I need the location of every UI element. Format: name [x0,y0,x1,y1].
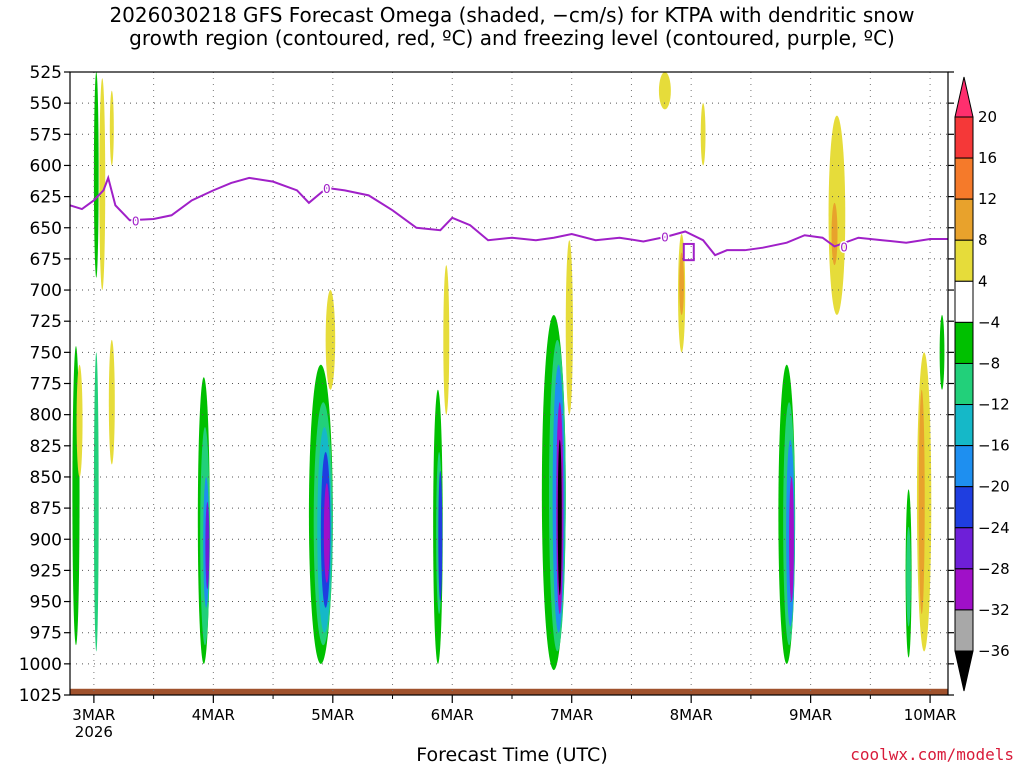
omega-shaded-region [76,364,83,477]
freezing-level-line [70,174,948,257]
y-axis-tick-label: 925 [30,561,62,581]
omega-shaded-region [108,339,115,465]
freezing-level-label: 0 [323,182,331,196]
x-axis-title: Forecast Time (UTC) [416,744,608,766]
colorbar-segment [954,568,974,611]
colorbar-label: 16 [978,149,997,167]
colorbar-label: −16 [978,437,1010,455]
omega-shaded-region [93,352,99,652]
chart-title-line-1: 2026030218 GFS Forecast Omega (shaded, −… [109,3,915,27]
colorbar-label: −8 [978,354,1000,372]
x-axis-tick-label: 8MAR [670,706,713,724]
y-axis-tick-label: 1025 [19,686,62,706]
omega-shaded-region [658,72,671,110]
y-axis-tick-label: 725 [30,312,62,332]
colorbar-label: −20 [978,478,1010,496]
omega-shaded-region [93,72,99,278]
colorbar-segment [954,486,974,529]
x-axis-tick-label: 10MAR [904,706,957,724]
colorbar-segment [954,445,974,488]
omega-shaded-region [939,314,945,390]
omega-shaded-region [565,240,573,415]
y-axis-tick-label: 550 [30,94,62,114]
omega-shaded-region [205,501,210,590]
x-axis-tick-label: 3MAR [72,706,115,724]
omega-shaded-region [325,290,336,390]
site-credit: coolwx.com/models [850,745,1014,764]
x-axis-tick-label: 6MAR [431,706,474,724]
ground-strip [70,688,948,695]
omega-shaded-region [557,439,562,596]
omega-shaded-region [700,103,706,166]
y-axis-tick-label: 600 [30,156,62,176]
y-axis-tick-label: 700 [30,281,62,301]
y-axis-tick-label: 900 [30,530,62,550]
colorbar-segment [954,280,974,323]
colorbar-segment [954,157,974,200]
omega-shaded-region [323,483,330,583]
y-axis-tick-label: 525 [30,63,62,83]
x-axis-tick-label: 4MAR [192,706,235,724]
freezing-level-label: 0 [840,240,848,254]
y-axis-tick-label: 875 [30,499,62,519]
y-axis-tick-label: 850 [30,468,62,488]
x-axis-tick-label: 7MAR [550,706,593,724]
x-axis-tick-label: 9MAR [789,706,832,724]
colorbar-label: −36 [978,642,1010,660]
freezing-level-label: 0 [661,230,669,244]
y-axis-tick-label: 825 [30,437,62,457]
y-axis-tick-label: 775 [30,375,62,395]
chart-title-line-2: growth region (contoured, red, ºC) and f… [129,26,895,50]
colorbar-segment [954,404,974,447]
colorbar-bottom-arrow [954,650,974,692]
colorbar-top-arrow [954,76,974,118]
omega-shaded-region [443,265,450,415]
colorbar-segment [954,321,974,364]
y-axis-tick-label: 650 [30,219,62,239]
y-axis-tick-label: 675 [30,250,62,270]
plot-area: 0 0 0 0 [70,72,948,695]
omega-shaded-region [906,526,911,627]
freezing-level-label: 0 [132,214,140,228]
y-axis-tick-label: 950 [30,593,62,613]
colorbar-segment [954,239,974,282]
colorbar-label: −4 [978,313,1000,331]
colorbar-label: 20 [978,108,997,126]
dendritic-growth-contour [682,242,695,262]
omega-shaded-region [918,389,925,615]
y-axis-tick-label: 800 [30,406,62,426]
omega-shaded-region [438,470,443,602]
omega-shaded-region [679,252,685,315]
colorbar-segment [954,527,974,570]
omega-shaded-region [109,90,114,166]
chart-title: 2026030218 GFS Forecast Omega (shaded, −… [0,4,1024,50]
colorbar-label: 12 [978,190,997,208]
omega-shaded-region [831,202,838,266]
colorbar-segment [954,198,974,241]
colorbar-label: −32 [978,601,1010,619]
colorbar-label: 8 [978,231,988,249]
colorbar-segment [954,609,974,652]
y-axis-tick-label: 750 [30,343,62,363]
colorbar-segment [954,362,974,406]
omega-shaded-region [789,476,794,602]
colorbar-label: −24 [978,519,1010,537]
colorbar-label: 4 [978,272,988,290]
y-axis-tick-label: 1000 [19,655,62,675]
omega-shaded-region [99,78,106,291]
y-axis-tick-label: 575 [30,125,62,145]
y-axis-tick-label: 625 [30,188,62,208]
x-axis-tick-label: 5MAR [311,706,354,724]
colorbar-label: −12 [978,396,1010,414]
x-axis-year-label: 2026 [75,723,113,741]
colorbar-segment [954,116,974,159]
y-axis-tick-label: 975 [30,624,62,644]
colorbar-label: −28 [978,560,1010,578]
